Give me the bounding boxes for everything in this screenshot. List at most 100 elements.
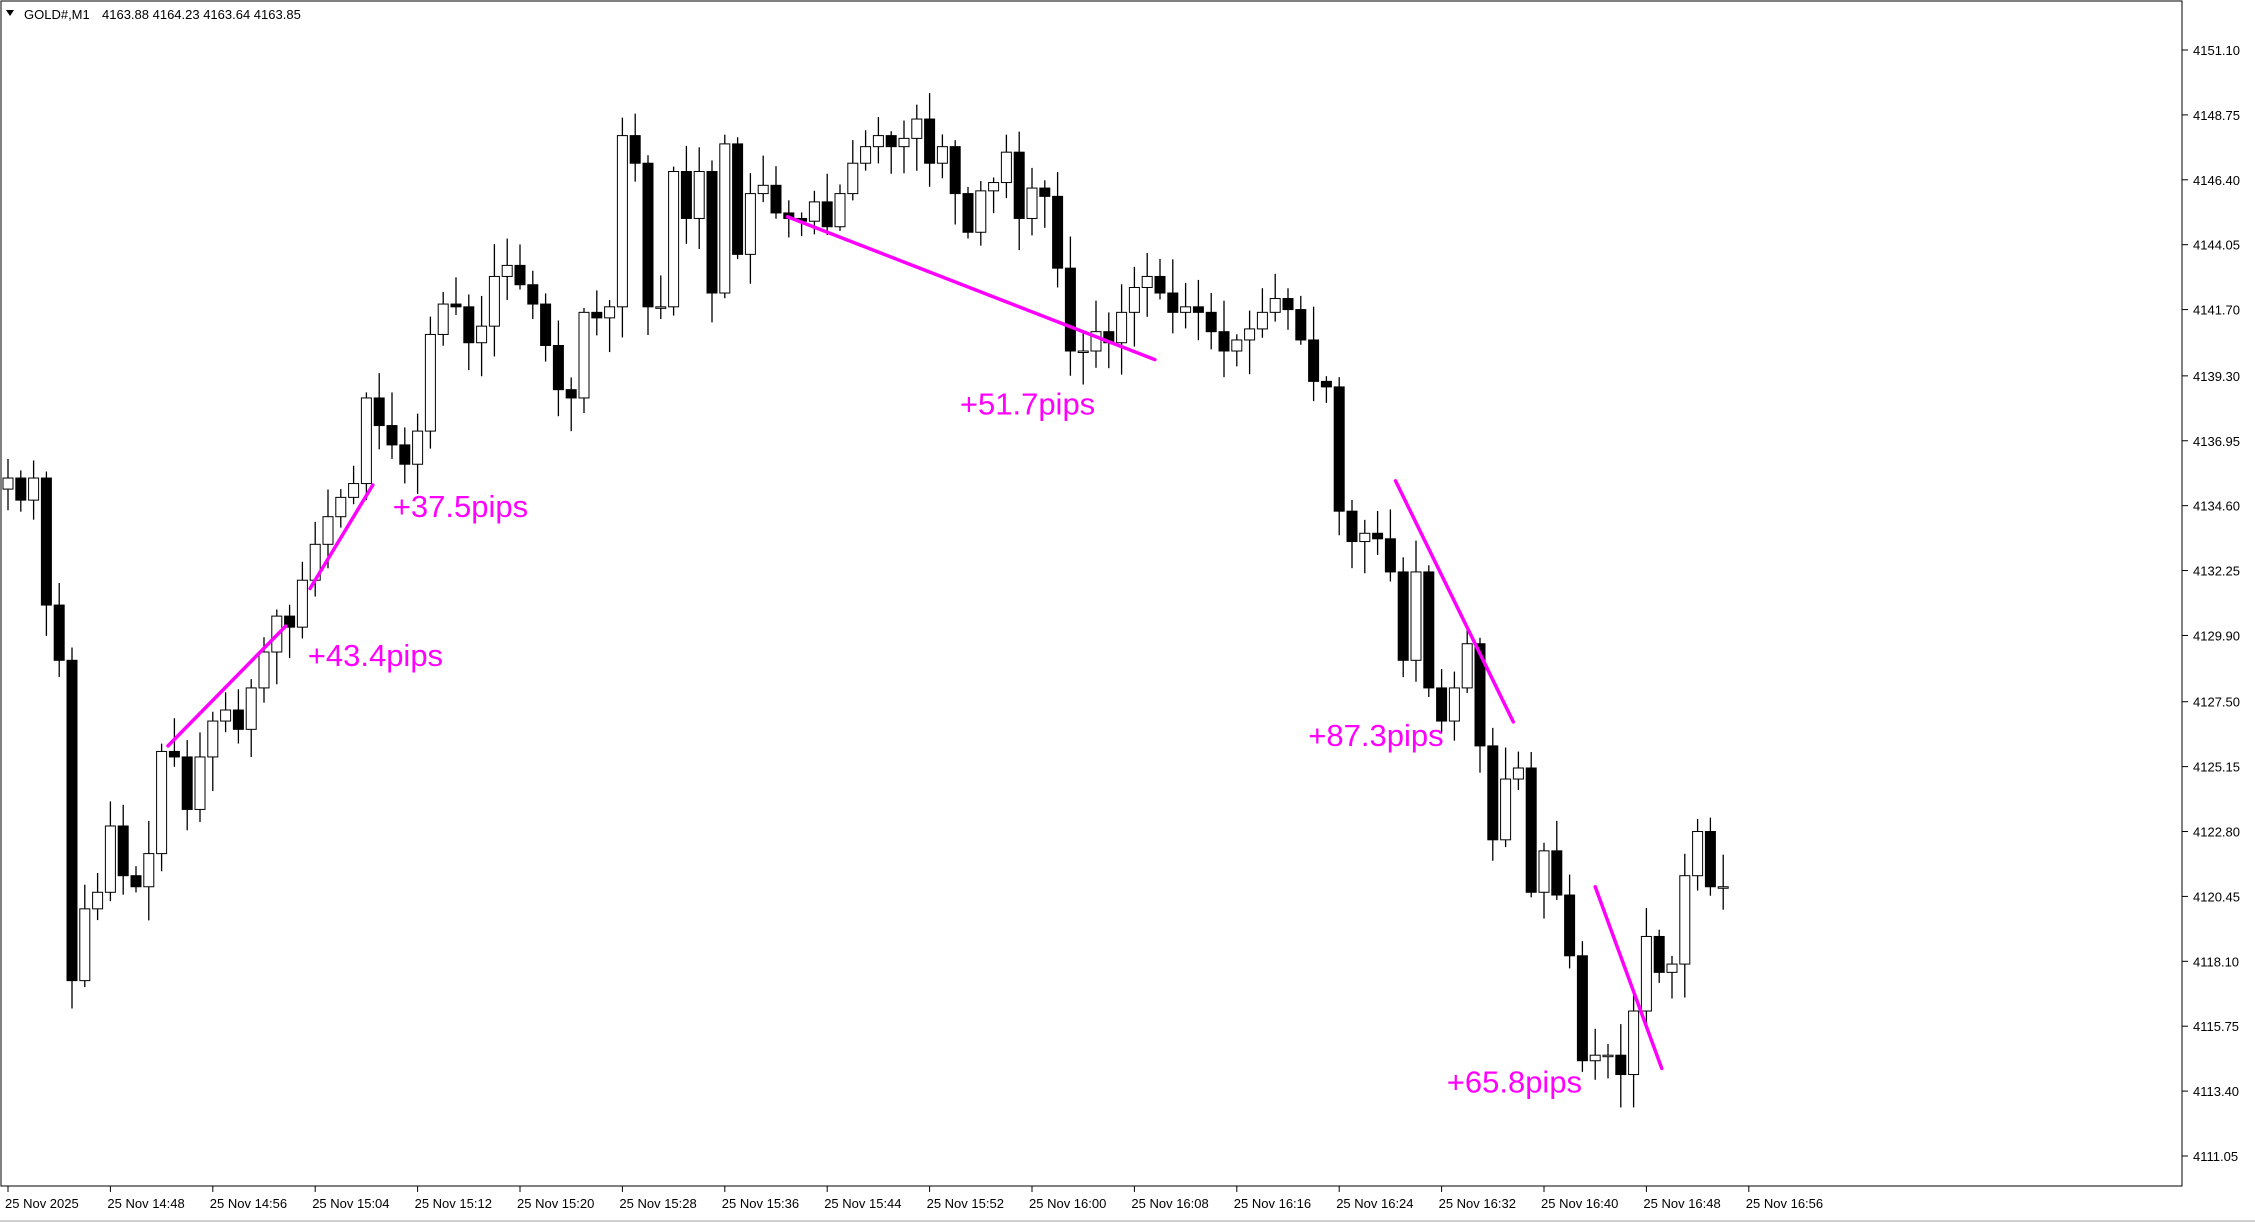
candle-body [540, 303, 552, 346]
collapse-arrow-icon[interactable] [6, 10, 14, 16]
y-tick-label: 4129.90 [2193, 628, 2240, 643]
candle-body [40, 477, 52, 606]
candle-body [1180, 306, 1192, 313]
candle-body [1000, 151, 1012, 184]
candle [130, 866, 142, 893]
candle [1679, 853, 1691, 998]
candle [744, 173, 756, 284]
candle-body [437, 303, 449, 335]
candle-body [988, 182, 1000, 192]
candle [232, 689, 244, 744]
candle [1512, 751, 1524, 790]
candle [143, 820, 155, 921]
candle-body [1256, 311, 1268, 330]
y-tick-label: 4134.60 [2193, 499, 2240, 514]
trendline[interactable] [1393, 479, 1516, 724]
candle [1320, 376, 1332, 403]
candle [1487, 727, 1499, 861]
candle-body [1448, 687, 1460, 722]
trendline[interactable] [785, 215, 1157, 362]
trendline[interactable] [166, 624, 288, 748]
candle [1128, 266, 1140, 347]
candle-body [1039, 187, 1051, 197]
y-tick-label: 4151.10 [2193, 43, 2240, 58]
x-tick-label: 25 Nov 15:20 [517, 1196, 594, 1211]
candle [514, 244, 526, 290]
candle [1384, 509, 1396, 582]
candle [1500, 747, 1512, 848]
candle-body [412, 430, 424, 465]
candle-body [156, 750, 168, 855]
candle-body [552, 344, 564, 391]
candle [962, 186, 974, 239]
candle [936, 134, 948, 179]
candle [924, 93, 936, 187]
candle-body [1512, 767, 1524, 780]
candle [168, 718, 180, 767]
x-tick-label: 25 Nov 2025 [5, 1196, 79, 1211]
candle-body [220, 709, 232, 722]
candle-body [616, 135, 628, 308]
candle [1615, 1024, 1627, 1108]
candle-body [66, 659, 78, 982]
candle-body [744, 193, 756, 255]
candle [296, 561, 308, 639]
candle-body [117, 825, 129, 877]
candle [412, 413, 424, 494]
candle [629, 113, 641, 182]
candle [821, 173, 833, 236]
candle [245, 679, 257, 757]
candle [156, 743, 168, 872]
trendline[interactable] [1593, 884, 1664, 1071]
candle [1282, 288, 1294, 330]
candle-body [1551, 850, 1563, 896]
candle-body [1128, 286, 1140, 313]
candle-body [1192, 306, 1204, 313]
x-tick-label: 25 Nov 16:24 [1336, 1196, 1413, 1211]
candle-body [1589, 1054, 1601, 1062]
candle-body [181, 756, 193, 810]
x-tick-label: 25 Nov 16:56 [1746, 1196, 1823, 1211]
candle-body [194, 756, 206, 810]
y-tick-label: 4122.80 [2193, 825, 2240, 840]
candle [1653, 929, 1665, 983]
candle [911, 104, 923, 171]
candle [424, 316, 436, 449]
x-tick-label: 25 Nov 15:44 [824, 1196, 901, 1211]
candle-body [949, 146, 961, 195]
candle [1295, 295, 1307, 345]
candle [1333, 377, 1345, 536]
candle [488, 244, 500, 357]
candle [1576, 941, 1588, 1072]
candle-body [1026, 187, 1038, 219]
candle [476, 295, 488, 377]
candle-body [1231, 339, 1243, 352]
candle [1525, 752, 1537, 898]
candle-body [1653, 935, 1665, 973]
candle-body [1704, 831, 1716, 888]
candle-body [757, 184, 769, 195]
candle [642, 155, 654, 336]
candle [540, 293, 552, 362]
candle [1141, 253, 1153, 317]
x-tick-label: 25 Nov 15:52 [927, 1196, 1004, 1211]
candle-body [143, 853, 155, 888]
candle [1205, 292, 1217, 350]
candle [1372, 510, 1384, 555]
candle-body [1282, 298, 1294, 311]
y-tick-label: 4132.25 [2193, 564, 2240, 579]
candle [1308, 306, 1320, 402]
candle-body [1615, 1054, 1627, 1076]
candle-body [885, 135, 897, 148]
trendline[interactable] [308, 483, 375, 591]
y-axis[interactable]: 4151.10 4148.75 4146.40 4144.05 4141.70 4139.… [2182, 43, 2240, 1164]
candle [66, 647, 78, 1009]
x-axis[interactable]: 25 Nov 2025 25 Nov 14:48 25 Nov 14:56 25 No… [5, 1186, 1823, 1211]
candle [1640, 907, 1652, 1028]
candle [680, 145, 692, 244]
candle-body [1628, 1010, 1640, 1076]
candle-body [450, 303, 462, 308]
candle [1602, 1044, 1614, 1079]
